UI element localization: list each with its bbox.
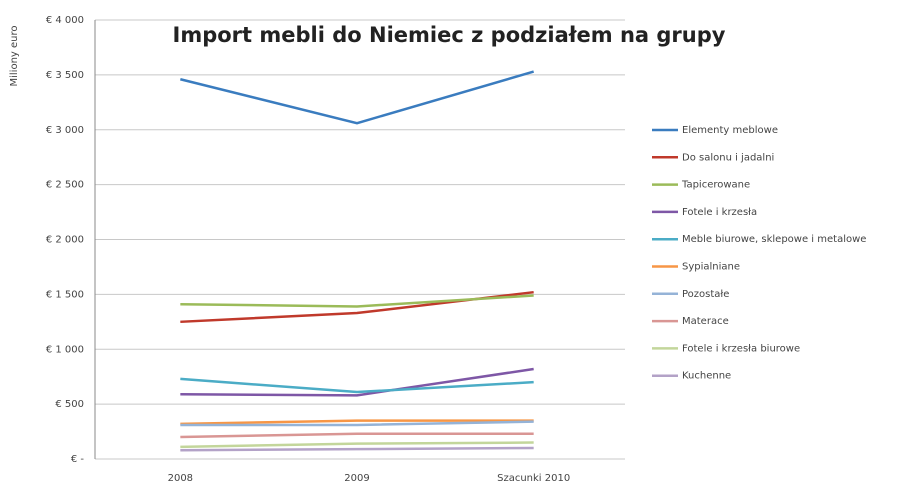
- legend-label: Elementy meblowe: [682, 125, 778, 136]
- y-tick-label: € 4 000: [46, 15, 84, 26]
- y-axis-label: Miliony euro: [9, 25, 20, 86]
- y-tick-label: € -: [71, 454, 85, 465]
- series-line: [180, 441, 534, 449]
- x-tick-label: Szacunki 2010: [497, 473, 570, 484]
- legend-label: Meble biurowe, sklepowe i metalowe: [682, 234, 866, 245]
- series-line: [180, 377, 534, 394]
- series-line: [180, 294, 534, 308]
- x-tick-label: 2008: [168, 473, 193, 484]
- chart-title: Import mebli do Niemiec z podziałem na g…: [173, 23, 726, 47]
- y-tick-label: € 2 500: [46, 180, 84, 191]
- series-line: [180, 367, 534, 397]
- series-line: [180, 446, 534, 452]
- y-tick-label: € 1 500: [46, 289, 84, 300]
- series-line: [180, 70, 535, 125]
- y-tick-label: € 2 000: [46, 235, 84, 246]
- legend-label: Pozostałe: [682, 289, 729, 300]
- y-tick-label: € 3 500: [46, 70, 84, 81]
- x-tick-label: 2009: [344, 473, 369, 484]
- series-line: [180, 420, 534, 427]
- legend-label: Tapicerowane: [681, 180, 750, 191]
- legend-label: Sypialniane: [682, 262, 740, 273]
- legend-label: Do salonu i jadalni: [682, 152, 774, 163]
- legend-label: Fotele i krzesła: [682, 207, 757, 218]
- y-tick-label: € 500: [55, 399, 84, 410]
- legend-label: Fotele i krzesła biurowe: [682, 343, 800, 354]
- series-line: [180, 419, 534, 426]
- y-tick-label: € 3 000: [46, 125, 84, 136]
- y-tick-label: € 1 000: [46, 344, 84, 355]
- legend-label: Materace: [682, 316, 729, 327]
- series-line: [180, 432, 534, 439]
- legend-label: Kuchenne: [682, 371, 731, 382]
